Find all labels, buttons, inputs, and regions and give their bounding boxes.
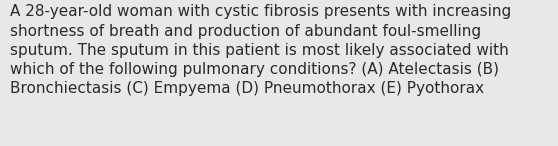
Text: A 28-year-old woman with cystic fibrosis presents with increasing
shortness of b: A 28-year-old woman with cystic fibrosis… <box>10 4 511 96</box>
